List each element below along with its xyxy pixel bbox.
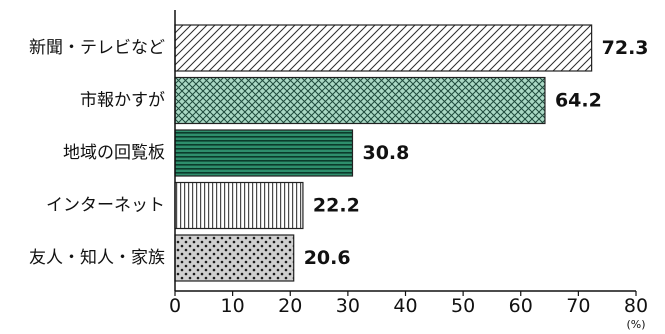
bars-layer xyxy=(174,24,593,282)
bar-2 xyxy=(174,76,546,125)
bar-1 xyxy=(174,24,593,72)
x-tick-label: 50 xyxy=(451,295,475,317)
category-label: 市報かすが xyxy=(80,91,165,111)
category-label: 地域の回覧板 xyxy=(63,143,165,163)
x-tick-label: 60 xyxy=(509,295,533,317)
x-tick-label: 70 xyxy=(566,295,590,317)
bar-3 xyxy=(174,129,354,177)
value-label: 22.2 xyxy=(313,195,360,217)
value-label: 20.6 xyxy=(304,247,351,269)
category-label: インターネット xyxy=(46,196,165,216)
labels-layer: 新聞・テレビなど 72.3 市報かすが 64.2 地域の回覧板 30.8 インターネット 22… xyxy=(29,37,649,331)
x-tick-label: 0 xyxy=(169,295,181,317)
bar-5 xyxy=(174,234,295,282)
x-tick-label: 10 xyxy=(221,295,245,317)
category-label: 新聞・テレビなど xyxy=(29,38,165,58)
bar-4 xyxy=(174,181,304,230)
x-tick-label: 30 xyxy=(336,295,360,317)
x-tick-label: 40 xyxy=(393,295,417,317)
x-tick-label: 80 xyxy=(624,295,648,317)
x-unit-label: (%) xyxy=(626,318,645,331)
x-tick-label: 20 xyxy=(278,295,302,317)
axes xyxy=(174,10,637,296)
value-label: 64.2 xyxy=(555,90,602,112)
value-label: 30.8 xyxy=(362,142,409,164)
value-label: 72.3 xyxy=(602,37,649,59)
category-label: 友人・知人・家族 xyxy=(29,248,165,268)
